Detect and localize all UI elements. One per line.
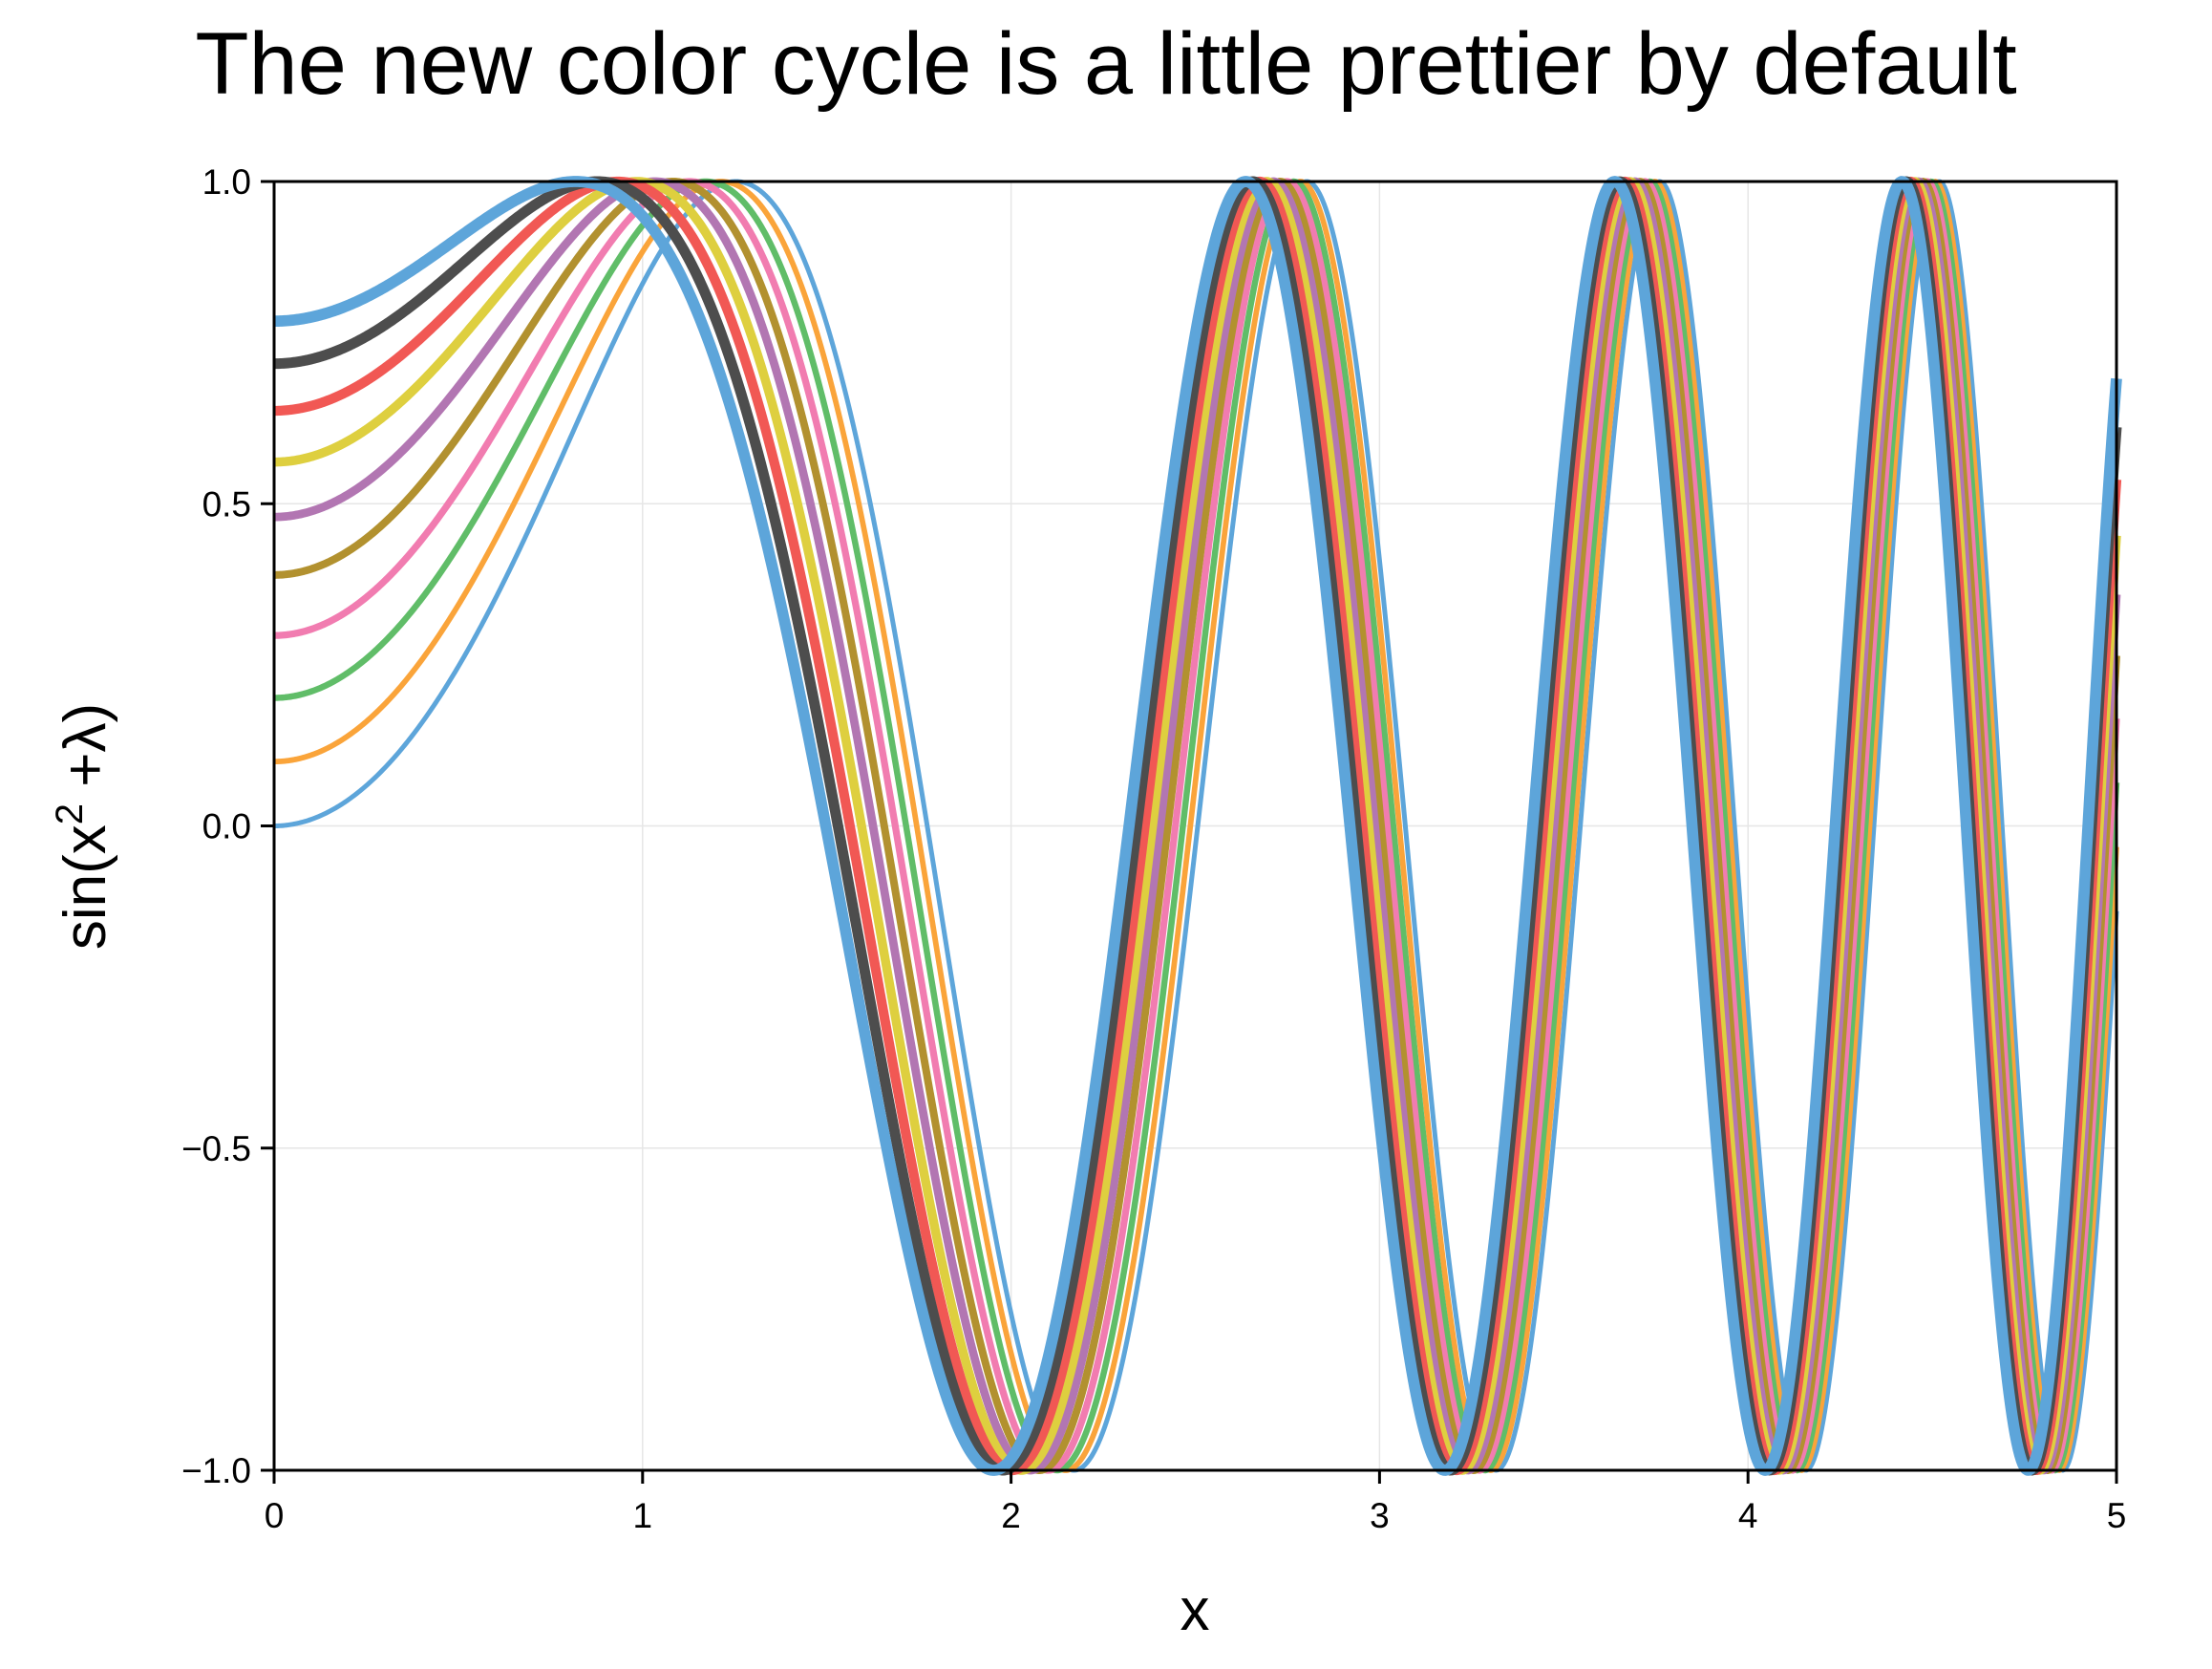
y-tick-label-3: −0.5 bbox=[181, 1129, 251, 1168]
x-axis-label: x bbox=[1180, 1577, 1210, 1643]
series-line-1 bbox=[272, 179, 2119, 1473]
x-tick-label-5: 5 bbox=[2107, 1496, 2127, 1535]
x-tick-label-1: 1 bbox=[633, 1496, 653, 1535]
y-tick-label-0: 1.0 bbox=[202, 162, 251, 202]
series-line-0 bbox=[273, 179, 2119, 1473]
series-line-4 bbox=[271, 178, 2120, 1474]
x-tick-label-2: 2 bbox=[1001, 1496, 1021, 1535]
x-tick-label-3: 3 bbox=[1370, 1496, 1390, 1535]
y-tick-label-1: 0.5 bbox=[202, 484, 251, 524]
series-layer bbox=[269, 176, 2122, 1476]
y-axis-label-base: sin(x bbox=[53, 824, 118, 950]
y-axis-label-sup: 2 bbox=[49, 803, 91, 824]
ticks: 0 1 2 3 4 5 1.0 0.5 0.0 −0.5 −1.0 bbox=[181, 162, 2126, 1535]
y-tick-label-2: 0.0 bbox=[202, 807, 251, 846]
y-axis-label-rest: +λ) bbox=[53, 703, 118, 803]
series-line-2 bbox=[272, 178, 2120, 1474]
y-tick-label-4: −1.0 bbox=[181, 1451, 251, 1490]
chart-title: The new color cycle is a little prettier… bbox=[195, 15, 2016, 113]
series-line-3 bbox=[271, 178, 2120, 1474]
y-axis-label: sin(x2 +λ) bbox=[49, 703, 118, 950]
x-tick-label-0: 0 bbox=[265, 1496, 285, 1535]
x-tick-label-4: 4 bbox=[1738, 1496, 1758, 1535]
